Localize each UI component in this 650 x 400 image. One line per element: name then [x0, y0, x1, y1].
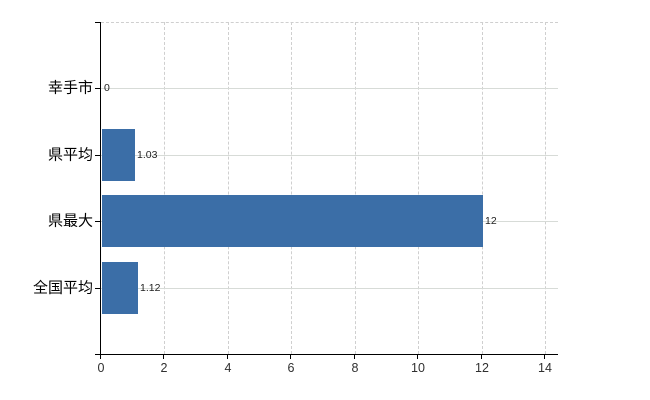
x-tick-label: 12 — [475, 361, 489, 375]
bar — [102, 195, 483, 247]
y-axis-tick — [95, 288, 101, 289]
y-axis-tick — [95, 221, 101, 222]
horizontal-gridline — [101, 155, 558, 156]
category-label: 幸手市 — [47, 79, 93, 97]
bar-value-label: 12 — [485, 214, 497, 227]
bar-value-label: 1.03 — [137, 148, 158, 161]
plot-top-gridline — [101, 22, 558, 23]
bar — [102, 129, 135, 181]
bar — [102, 262, 138, 314]
x-axis-tick — [163, 355, 164, 359]
bar-value-label: 1.12 — [140, 281, 161, 294]
category-label: 全国平均 — [32, 279, 93, 297]
x-tick-label: 2 — [160, 361, 168, 375]
x-axis-tick — [227, 355, 228, 359]
vertical-gridline — [545, 22, 546, 354]
x-tick-label: 0 — [97, 361, 105, 375]
x-tick-label: 6 — [287, 361, 295, 375]
bar-value-label: 0 — [104, 81, 110, 94]
vertical-gridline — [228, 22, 229, 354]
x-tick-label: 14 — [538, 361, 552, 375]
y-axis-tick — [95, 155, 101, 156]
vertical-gridline — [355, 22, 356, 354]
vertical-gridline — [164, 22, 165, 354]
x-axis-tick — [417, 355, 418, 359]
x-tick-label: 8 — [351, 361, 359, 375]
horizontal-gridline — [101, 88, 558, 89]
y-axis-end-tick — [95, 22, 101, 23]
category-label: 県最大 — [47, 212, 93, 230]
x-tick-label: 4 — [224, 361, 232, 375]
category-label: 県平均 — [47, 146, 93, 164]
y-axis-line — [100, 22, 101, 354]
x-tick-label: 10 — [411, 361, 425, 375]
x-axis-tick — [354, 355, 355, 359]
x-axis-tick — [100, 355, 101, 359]
y-axis-tick — [95, 88, 101, 89]
x-axis-line — [95, 354, 558, 355]
vertical-gridline — [482, 22, 483, 354]
vertical-gridline — [291, 22, 292, 354]
vertical-gridline — [418, 22, 419, 354]
horizontal-gridline — [101, 288, 558, 289]
x-axis-tick — [544, 355, 545, 359]
x-axis-tick — [481, 355, 482, 359]
x-axis-tick — [290, 355, 291, 359]
